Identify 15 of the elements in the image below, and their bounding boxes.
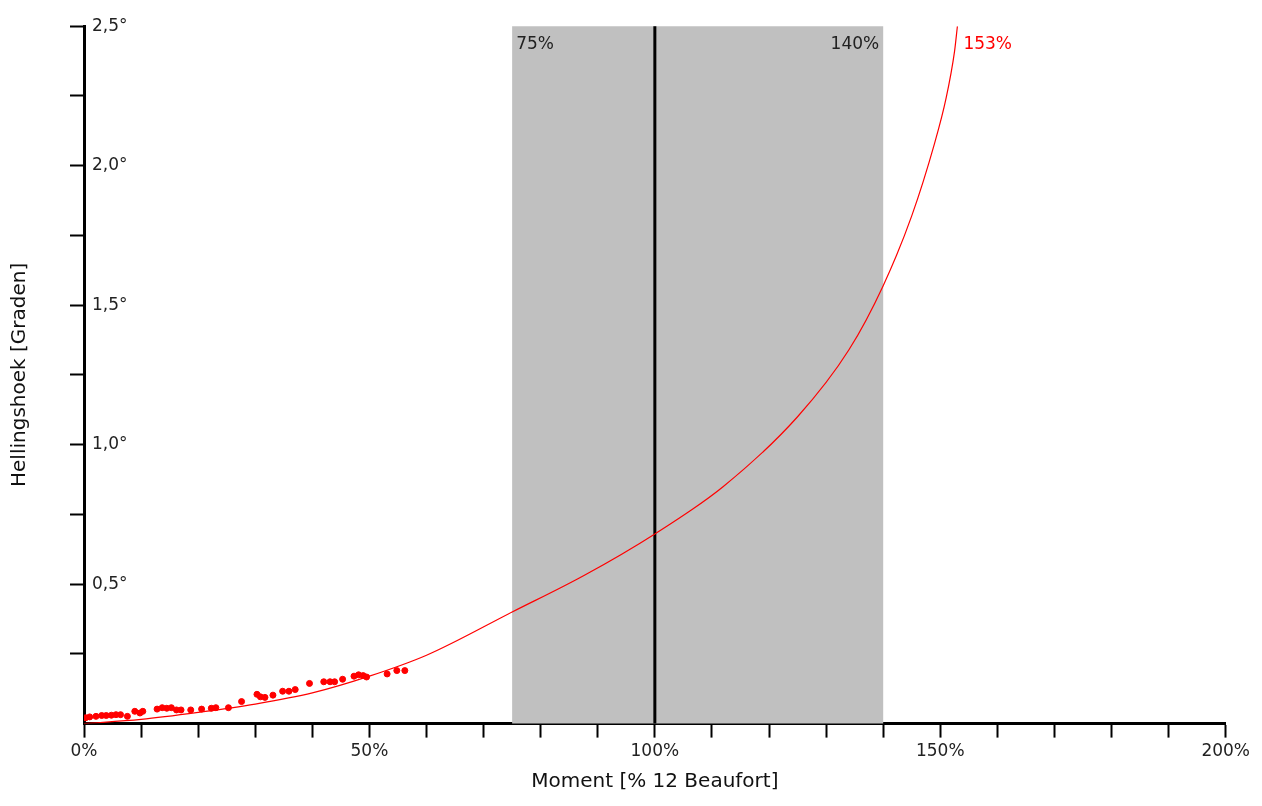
annotation: 140%	[830, 33, 880, 54]
x-axis-title: Moment [% 12 Beaufort]	[531, 768, 779, 793]
x-tick-label: 100%	[630, 740, 680, 761]
y-axis-title: Hellingshoek [Graden]	[6, 262, 31, 488]
x-tick-label: 0%	[70, 740, 98, 761]
y-tick-label: 2,5°	[92, 14, 128, 35]
y-tick-label: 1,5°	[92, 293, 128, 314]
x-tick-label: 200%	[1201, 740, 1250, 761]
x-tick-label: 150%	[915, 740, 965, 761]
y-tick-label: 2,0°	[92, 154, 128, 175]
band-label: 75%	[516, 33, 554, 54]
y-tick-label: 1,0°	[92, 433, 128, 454]
x-tick-label: 50%	[350, 740, 389, 761]
annotation: 153%	[963, 33, 1013, 54]
y-tick-label: 0,5°	[92, 572, 128, 593]
